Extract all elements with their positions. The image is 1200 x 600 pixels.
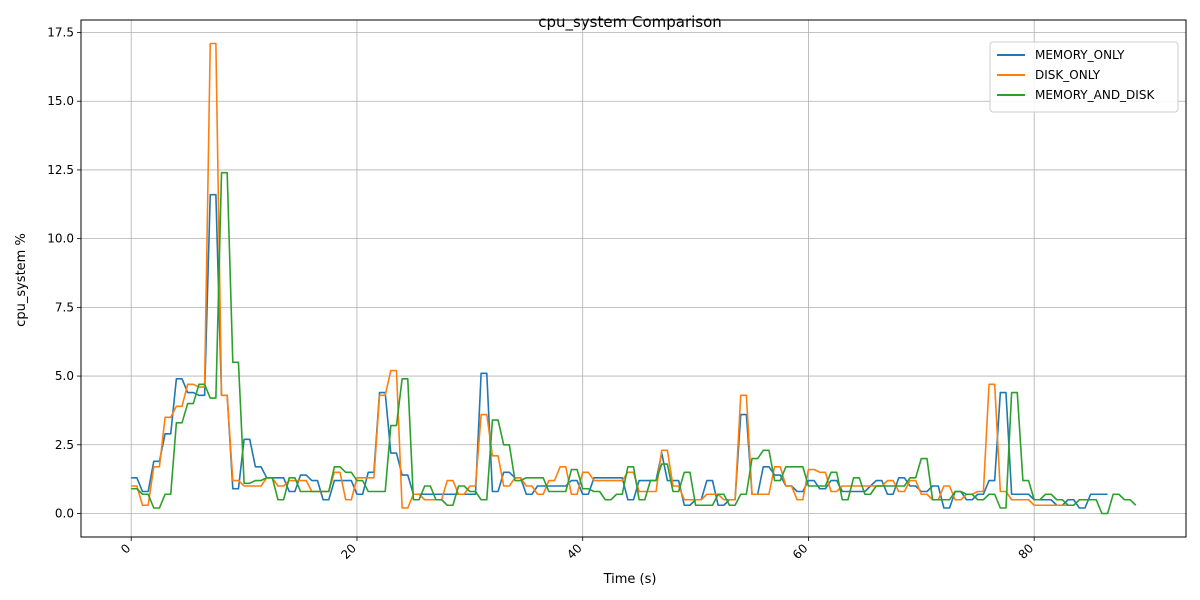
series-line-memory-and-disk bbox=[131, 171, 1137, 515]
legend-label: MEMORY_AND_DISK bbox=[1035, 88, 1155, 102]
y-tick-label: 2.5 bbox=[55, 438, 74, 452]
y-tick-label: 17.5 bbox=[47, 26, 74, 40]
y-tick-label: 5.0 bbox=[55, 369, 74, 383]
y-tick-label: 15.0 bbox=[47, 94, 74, 108]
y-axis-ticks: 0.0 2.5 5.0 7.5 10.0 12.5 15.0 17.5 bbox=[47, 26, 81, 521]
chart-title: cpu_system Comparison bbox=[538, 13, 722, 32]
grid bbox=[81, 20, 1186, 537]
legend: MEMORY_ONLY DISK_ONLY MEMORY_AND_DISK bbox=[989, 41, 1179, 113]
y-tick-label: 7.5 bbox=[55, 300, 74, 314]
x-axis-label: Time (s) bbox=[603, 572, 657, 587]
y-axis-label: cpu_system % bbox=[14, 233, 29, 327]
plot-frame bbox=[80, 19, 1187, 538]
legend-label: MEMORY_ONLY bbox=[1035, 48, 1125, 62]
series-lines bbox=[131, 42, 1137, 515]
legend-box bbox=[989, 41, 1179, 113]
legend-label: DISK_ONLY bbox=[1035, 68, 1101, 82]
y-tick-label: 0.0 bbox=[55, 507, 74, 521]
y-tick-label: 12.5 bbox=[47, 163, 74, 177]
y-tick-label: 10.0 bbox=[47, 232, 74, 246]
